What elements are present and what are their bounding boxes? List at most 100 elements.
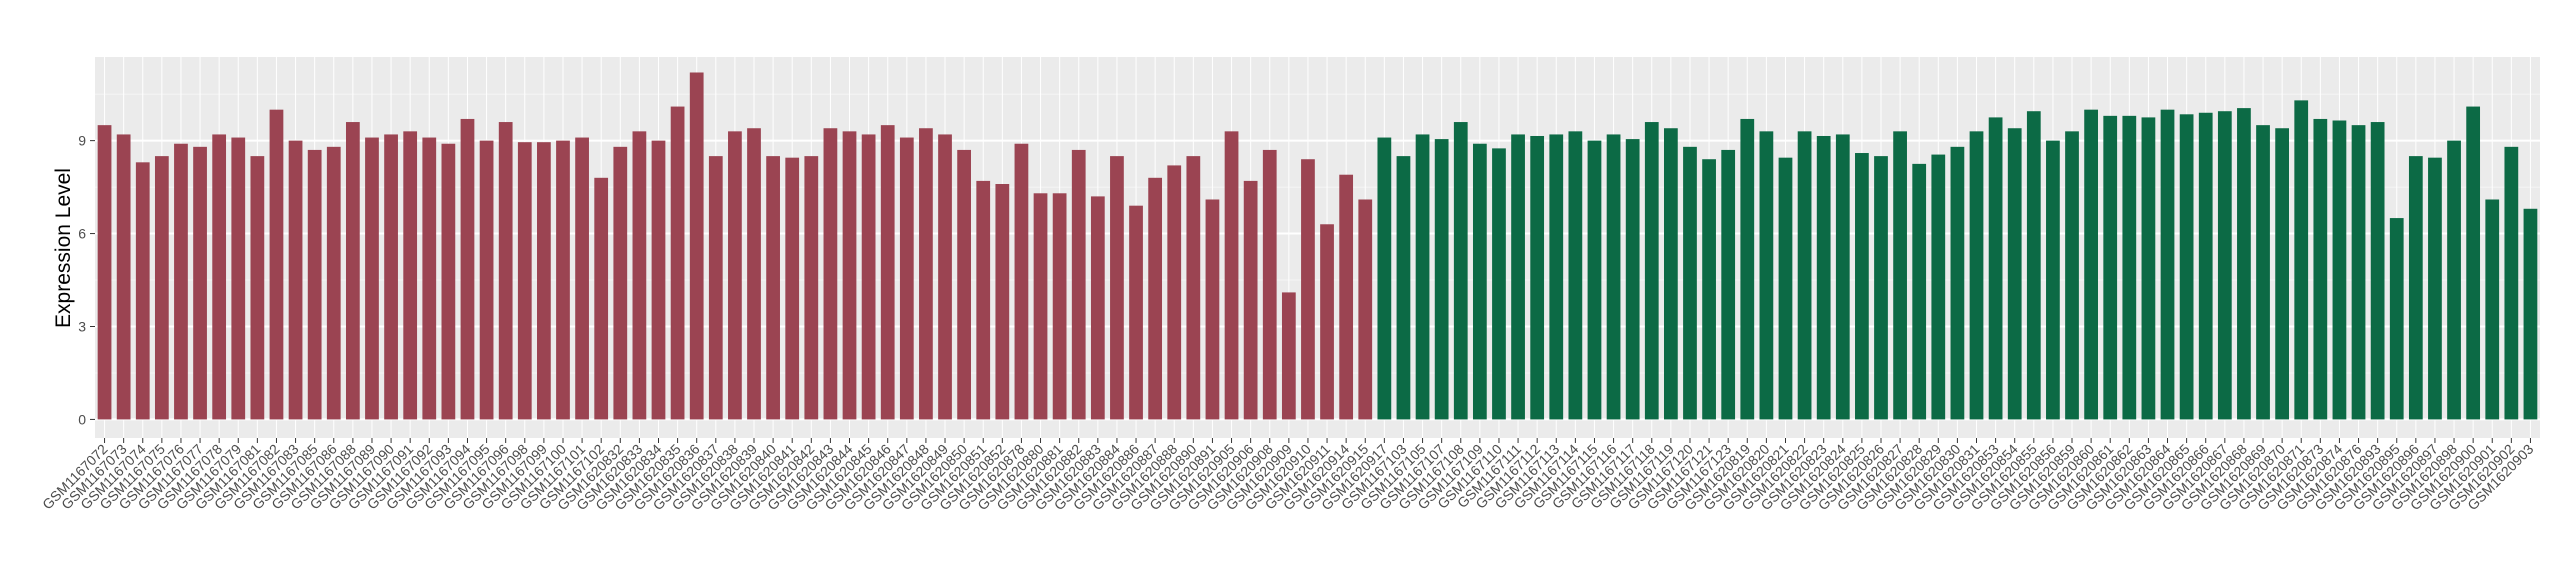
bar-GSM1167089 bbox=[365, 137, 379, 420]
bar-GSM1167076 bbox=[174, 143, 188, 420]
bar-GSM1620847 bbox=[899, 137, 914, 420]
bar-GSM1620833 bbox=[632, 131, 647, 420]
bar-GSM1620824 bbox=[1835, 134, 1850, 420]
bar-GSM1620867 bbox=[2217, 111, 2232, 420]
bar-GSM1620840 bbox=[766, 156, 780, 420]
y-tick-label: 9 bbox=[78, 133, 86, 149]
bar-GSM1620844 bbox=[842, 131, 857, 420]
bar-GSM1167077 bbox=[193, 146, 207, 420]
y-tick-label: 6 bbox=[78, 226, 86, 242]
bar-GSM1620832 bbox=[613, 146, 628, 420]
bar-GSM1620831 bbox=[1969, 131, 1984, 420]
bar-GSM1620902 bbox=[2504, 146, 2519, 420]
bar-GSM1620870 bbox=[2275, 128, 2289, 420]
bar-GSM1167114 bbox=[1568, 131, 1583, 420]
bar-GSM1620851 bbox=[976, 180, 991, 420]
bar-GSM1167103 bbox=[1396, 156, 1411, 420]
bar-GSM1167092 bbox=[422, 137, 437, 420]
bar-GSM1620869 bbox=[2256, 125, 2270, 420]
bar-GSM1167099 bbox=[537, 142, 551, 420]
bar-GSM1620909 bbox=[1281, 292, 1296, 420]
bar-GSM1620905 bbox=[1224, 131, 1239, 420]
bar-GSM1620887 bbox=[1148, 177, 1163, 420]
bar-GSM1620876 bbox=[2351, 125, 2366, 420]
bar-GSM1620854 bbox=[2007, 128, 2022, 420]
bar-GSM1167113 bbox=[1549, 134, 1564, 420]
bar-GSM1167086 bbox=[326, 146, 341, 420]
bar-GSM1620871 bbox=[2294, 100, 2309, 420]
bar-GSM1167109 bbox=[1472, 143, 1487, 420]
bar-GSM1167079 bbox=[231, 137, 246, 420]
bar-GSM1620845 bbox=[861, 134, 876, 420]
bar-GSM1620843 bbox=[823, 128, 838, 420]
bar-GSM1620830 bbox=[1950, 146, 1965, 420]
bar-GSM1620865 bbox=[2179, 114, 2194, 420]
bar-GSM1167110 bbox=[1492, 148, 1506, 420]
bar-GSM1620834 bbox=[651, 140, 666, 420]
bar-GSM1620908 bbox=[1262, 149, 1277, 420]
bar-GSM1167094 bbox=[460, 118, 475, 420]
bar-GSM1620901 bbox=[2485, 199, 2500, 420]
bar-GSM1167111 bbox=[1511, 134, 1525, 420]
bar-GSM1620911 bbox=[1320, 224, 1334, 420]
bar-GSM1167085 bbox=[307, 149, 322, 420]
bar-GSM1620880 bbox=[1033, 193, 1048, 420]
bar-GSM1620855 bbox=[2026, 111, 2041, 420]
bar-GSM1167112 bbox=[1530, 135, 1545, 420]
bar-GSM1620874 bbox=[2332, 120, 2347, 420]
bar-GSM1167098 bbox=[517, 142, 532, 420]
bar-GSM1620882 bbox=[1071, 149, 1086, 420]
bar-GSM1620890 bbox=[1186, 156, 1201, 420]
bar-GSM1167118 bbox=[1644, 122, 1659, 420]
bar-GSM1620873 bbox=[2313, 118, 2328, 420]
bar-GSM1167096 bbox=[498, 122, 513, 420]
bar-GSM1620856 bbox=[2046, 140, 2060, 420]
bar-GSM1620915 bbox=[1358, 199, 1373, 420]
bar-GSM1620825 bbox=[1855, 153, 1869, 420]
bar-GSM1620891 bbox=[1205, 199, 1220, 420]
bar-GSM1620861 bbox=[2103, 115, 2118, 420]
bar-GSM1167088 bbox=[345, 122, 360, 420]
bar-GSM1620893 bbox=[2370, 122, 2385, 420]
bar-GSM1620863 bbox=[2141, 117, 2156, 420]
bar-GSM1167074 bbox=[135, 162, 150, 420]
bar-GSM1167105 bbox=[1415, 134, 1430, 420]
bar-GSM1620898 bbox=[2447, 140, 2461, 420]
bar-GSM1620822 bbox=[1797, 131, 1812, 420]
bar-GSM1167115 bbox=[1587, 140, 1602, 420]
bar-GSM1620828 bbox=[1912, 163, 1927, 420]
bar-GSM1620914 bbox=[1339, 174, 1354, 420]
bar-GSM1167123 bbox=[1721, 149, 1736, 420]
bar-GSM1620821 bbox=[1778, 157, 1793, 420]
bar-GSM1620896 bbox=[2408, 156, 2423, 420]
bar-GSM1620852 bbox=[995, 184, 1010, 420]
bar-GSM1620838 bbox=[728, 131, 742, 420]
bar-GSM1620910 bbox=[1301, 159, 1315, 420]
bar-GSM1620866 bbox=[2198, 112, 2213, 420]
x-axis: GSM1167072GSM1167073GSM1167074GSM1167075… bbox=[39, 438, 2537, 513]
bar-GSM1620819 bbox=[1740, 118, 1755, 420]
y-axis: 0 3 6 9 bbox=[78, 133, 95, 427]
bar-GSM1167078 bbox=[212, 134, 227, 420]
bar-GSM1167073 bbox=[116, 134, 131, 420]
bar-GSM1167083 bbox=[288, 140, 303, 420]
bar-GSM1620860 bbox=[2084, 109, 2098, 420]
bar-GSM1167121 bbox=[1702, 159, 1716, 420]
bar-GSM1167100 bbox=[556, 140, 570, 420]
bar-GSM1620835 bbox=[670, 106, 685, 420]
y-tick-label: 0 bbox=[78, 411, 86, 427]
bar-GSM1620839 bbox=[747, 128, 761, 420]
bar-GSM1620846 bbox=[880, 125, 895, 420]
bar-GSM1167082 bbox=[269, 109, 284, 420]
bar-GSM1620884 bbox=[1110, 156, 1124, 420]
bar-GSM1167090 bbox=[384, 134, 398, 420]
bar-GSM1620903 bbox=[2523, 208, 2538, 420]
bar-GSM1167093 bbox=[441, 143, 456, 420]
y-axis-label: Expression Level bbox=[52, 168, 75, 328]
bar-GSM1620886 bbox=[1129, 205, 1143, 420]
bar-GSM1167102 bbox=[594, 177, 609, 420]
bar-GSM1167095 bbox=[479, 140, 494, 420]
bar-GSM1167117 bbox=[1625, 139, 1640, 420]
bar-GSM1167108 bbox=[1453, 122, 1468, 420]
